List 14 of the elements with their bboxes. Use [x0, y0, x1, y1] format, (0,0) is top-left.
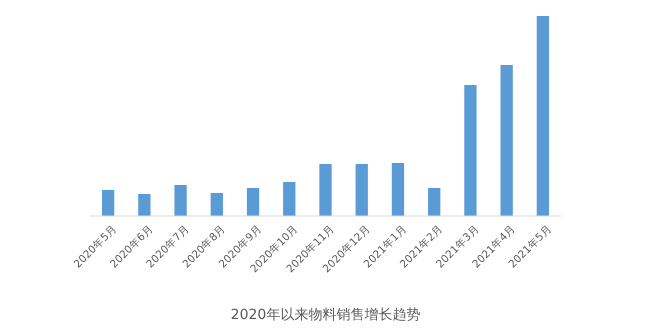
- bar: [428, 188, 440, 216]
- bar: [536, 16, 550, 216]
- bar: [392, 163, 404, 216]
- bar: [210, 193, 223, 216]
- bar: [319, 164, 332, 216]
- text: 2020年以来物料销售增长趋势: [230, 307, 420, 323]
- bar: [174, 185, 187, 216]
- bar: [246, 188, 260, 216]
- bar: [356, 164, 368, 216]
- bar: [500, 65, 513, 216]
- bar: [138, 194, 151, 216]
- bar: [102, 190, 114, 216]
- bar: [464, 85, 477, 216]
- bar: [283, 182, 296, 216]
